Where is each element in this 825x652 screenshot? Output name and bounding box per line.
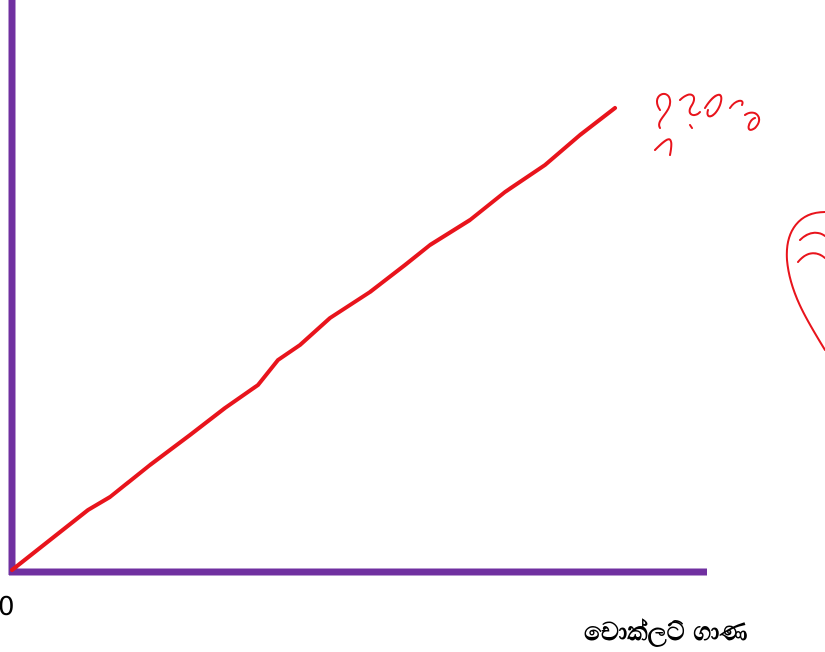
origin-label: 0	[0, 592, 15, 622]
trend-line	[10, 106, 617, 572]
handwritten-scribble	[785, 211, 825, 351]
handwritten-note	[654, 92, 761, 156]
x-axis-label: චොක්ලට් ගාණ	[584, 617, 747, 648]
